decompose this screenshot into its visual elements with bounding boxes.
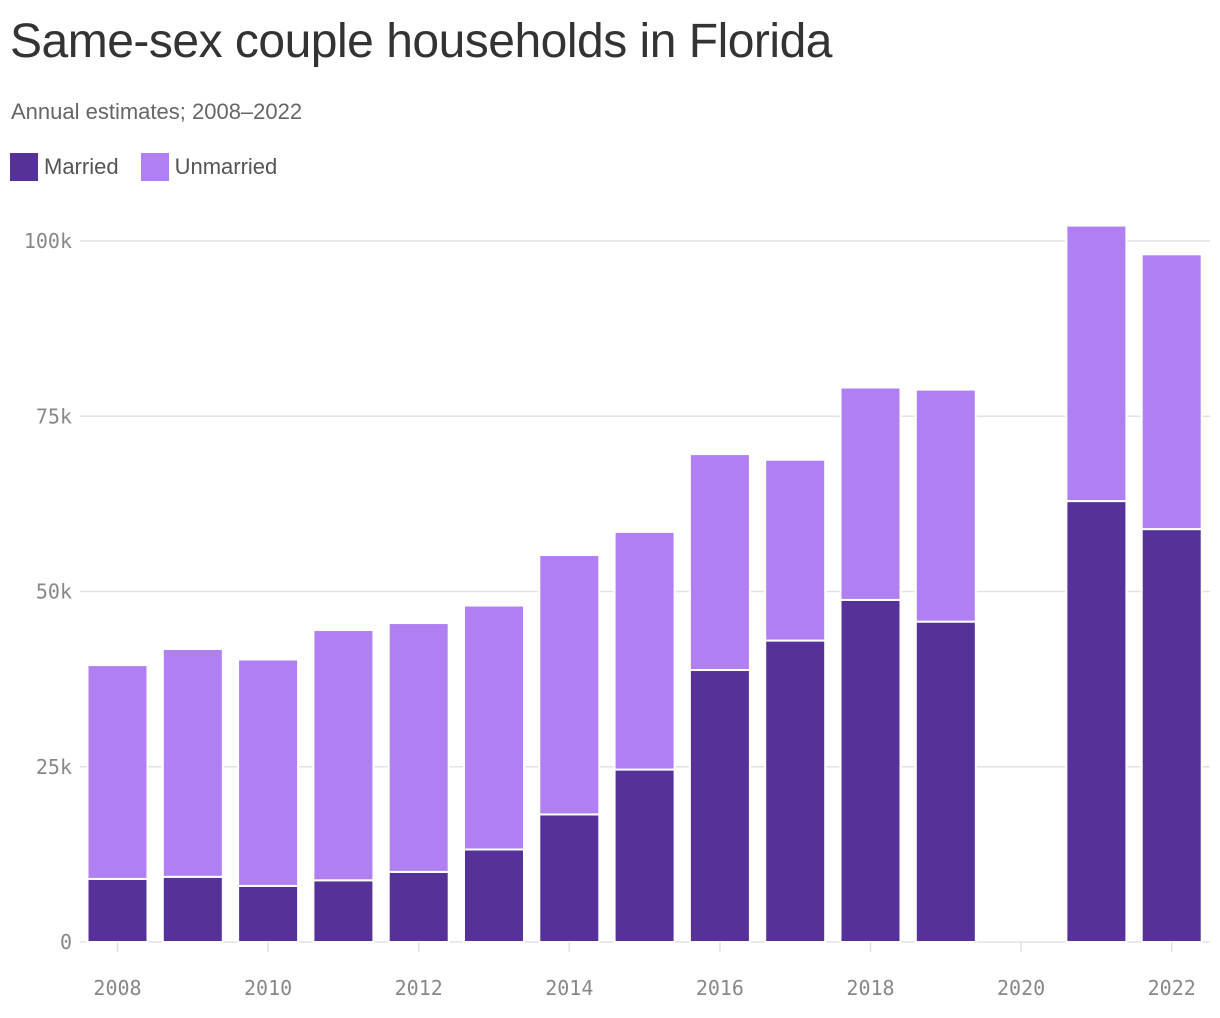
bar-unmarried-2008 [86, 664, 149, 880]
bar-unmarried-2019 [914, 388, 977, 623]
bar-unmarried-2022 [1140, 253, 1203, 531]
bars [86, 224, 1203, 944]
legend: Married Unmarried [10, 153, 299, 181]
y-tick-label: 100k [24, 229, 72, 253]
bar-married-2018 [839, 598, 902, 943]
bar-married-2009 [161, 875, 224, 944]
bar-unmarried-2017 [764, 458, 827, 642]
x-tick-label: 2008 [93, 976, 141, 1000]
bar-unmarried-2014 [538, 554, 601, 816]
chart-subtitle: Annual estimates; 2008–2022 [11, 99, 303, 124]
y-tick-label: 0 [60, 930, 72, 954]
x-tick-label: 2022 [1148, 976, 1196, 1000]
legend-label-unmarried: Unmarried [174, 154, 278, 179]
legend-item-unmarried: Unmarried [140, 153, 278, 181]
bar-unmarried-2021 [1065, 224, 1128, 503]
y-tick-label: 75k [36, 404, 72, 428]
bar-married-2016 [688, 669, 751, 944]
bar-married-2012 [387, 870, 450, 944]
legend-label-married: Married [44, 154, 119, 179]
x-tick-label: 2018 [846, 976, 894, 1000]
bar-married-2021 [1065, 500, 1128, 943]
bar-married-2017 [764, 639, 827, 943]
bar-married-2022 [1140, 528, 1203, 944]
bar-married-2019 [914, 620, 977, 943]
bar-married-2010 [237, 884, 300, 943]
bar-unmarried-2016 [688, 453, 751, 672]
legend-item-married: Married [10, 153, 119, 181]
bar-unmarried-2018 [839, 386, 902, 601]
legend-swatch-unmarried [140, 153, 169, 181]
bar-married-2013 [463, 848, 525, 944]
y-axis-tick-labels: 0 25k 50k 75k 100k [24, 229, 72, 954]
x-axis-tick-labels: 2008 2010 2012 2014 2016 2018 2020 2022 [93, 942, 1196, 1000]
bar-unmarried-2012 [387, 622, 450, 873]
bar-unmarried-2011 [312, 629, 375, 882]
bar-unmarried-2009 [161, 647, 224, 878]
bar-married-2015 [613, 768, 676, 944]
x-tick-label: 2014 [545, 976, 593, 1000]
bar-married-2008 [86, 877, 149, 943]
bar-unmarried-2015 [613, 530, 676, 771]
y-tick-label: 50k [36, 580, 72, 604]
x-tick-label: 2020 [997, 976, 1045, 1000]
bar-unmarried-2013 [463, 604, 525, 851]
x-tick-label: 2012 [395, 976, 443, 1000]
bar-married-2011 [312, 879, 375, 944]
chart-title: Same-sex couple households in Florida [10, 15, 832, 68]
bar-married-2014 [538, 813, 601, 944]
x-tick-label: 2010 [244, 976, 292, 1000]
bar-unmarried-2010 [237, 658, 300, 887]
legend-swatch-married [10, 153, 38, 181]
y-tick-label: 25k [36, 755, 72, 779]
x-tick-label: 2016 [696, 976, 744, 1000]
